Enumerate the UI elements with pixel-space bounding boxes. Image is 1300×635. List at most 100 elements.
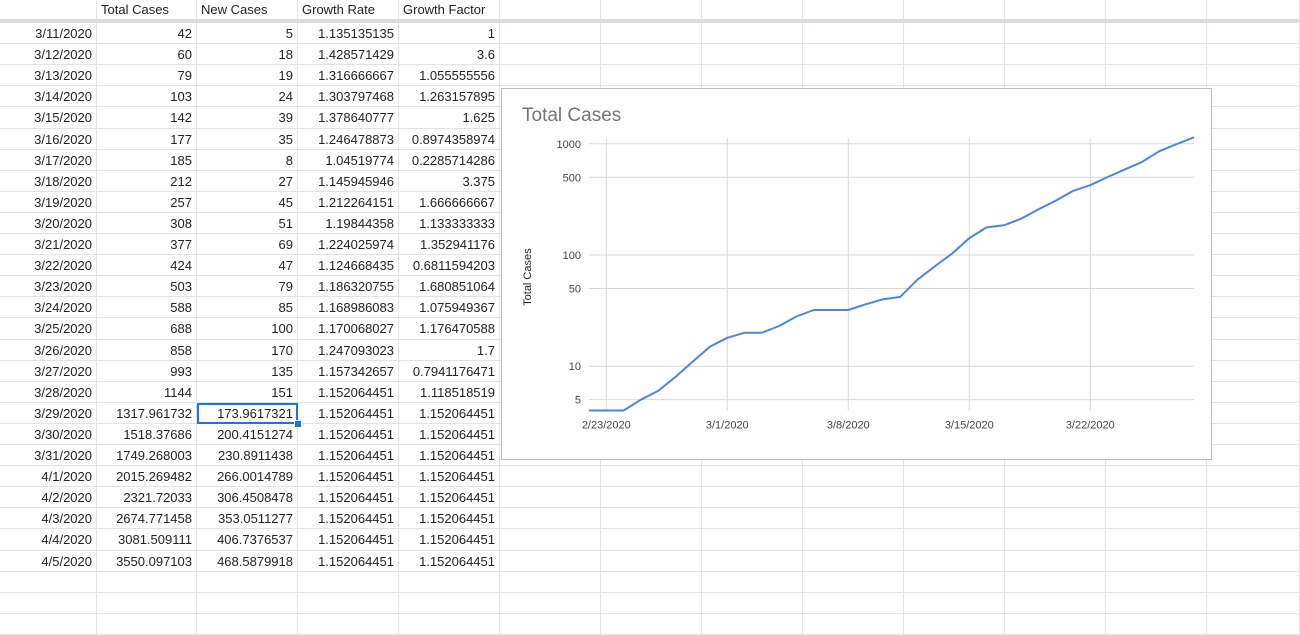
cell-growth-factor[interactable]: 0.8974358974 — [399, 129, 500, 150]
cell-growth-factor[interactable]: 1 — [399, 23, 500, 44]
cell-empty[interactable] — [601, 551, 702, 572]
cell-empty[interactable] — [1207, 107, 1300, 129]
cell-empty[interactable] — [97, 614, 197, 635]
cell-date[interactable]: 3/15/2020 — [0, 107, 97, 129]
cell-date[interactable]: 3/25/2020 — [0, 318, 97, 340]
header-cell-empty[interactable] — [702, 0, 803, 20]
cell-empty[interactable] — [702, 508, 803, 529]
cell-new-cases[interactable]: 100 — [197, 318, 298, 340]
cell-empty[interactable] — [904, 572, 1005, 593]
cell-empty[interactable] — [500, 466, 601, 487]
cell-total-cases[interactable]: 1317.961732 — [97, 403, 197, 424]
cell-empty[interactable] — [904, 23, 1005, 44]
cell-growth-factor[interactable]: 1.152064451 — [399, 403, 500, 424]
cell-total-cases[interactable]: 308 — [97, 213, 197, 234]
cell-growth-factor[interactable]: 1.625 — [399, 107, 500, 129]
cell-empty[interactable] — [500, 572, 601, 593]
cell-new-cases[interactable]: 353.0511277 — [197, 508, 298, 529]
cell-empty[interactable] — [904, 487, 1005, 508]
header-cell-growth-rate[interactable]: Growth Rate — [298, 0, 399, 20]
cell-growth-factor[interactable]: 1.680851064 — [399, 276, 500, 297]
cell-empty[interactable] — [1207, 551, 1300, 572]
cell-empty[interactable] — [1207, 192, 1300, 213]
cell-empty[interactable] — [904, 593, 1005, 614]
cell-date[interactable]: 3/20/2020 — [0, 213, 97, 234]
cell-empty[interactable] — [803, 572, 904, 593]
cell-empty[interactable] — [1005, 65, 1106, 86]
header-cell-total-cases[interactable]: Total Cases — [97, 0, 197, 20]
cell-empty[interactable] — [1207, 614, 1300, 635]
cell-empty[interactable] — [1106, 593, 1207, 614]
cell-growth-rate[interactable]: 1.152064451 — [298, 529, 399, 551]
cell-new-cases[interactable]: 468.5879918 — [197, 551, 298, 572]
cell-empty[interactable] — [1207, 150, 1300, 171]
cell-growth-rate[interactable]: 1.186320755 — [298, 276, 399, 297]
cell-empty[interactable] — [904, 65, 1005, 86]
cell-total-cases[interactable]: 503 — [97, 276, 197, 297]
cell-empty[interactable] — [500, 593, 601, 614]
cell-empty[interactable] — [500, 614, 601, 635]
cell-empty[interactable] — [1207, 213, 1300, 234]
header-cell-empty[interactable] — [500, 0, 601, 20]
cell-date[interactable]: 3/18/2020 — [0, 171, 97, 192]
cell-empty[interactable] — [1106, 466, 1207, 487]
cell-new-cases[interactable]: 27 — [197, 171, 298, 192]
cell-date[interactable]: 4/2/2020 — [0, 487, 97, 508]
cell-empty[interactable] — [1106, 487, 1207, 508]
cell-empty[interactable] — [601, 614, 702, 635]
cell-empty[interactable] — [0, 593, 97, 614]
cell-total-cases[interactable]: 2321.72033 — [97, 487, 197, 508]
cell-growth-rate[interactable]: 1.168986083 — [298, 297, 399, 318]
cell-empty[interactable] — [702, 529, 803, 551]
cell-empty[interactable] — [0, 614, 97, 635]
cell-total-cases[interactable]: 60 — [97, 44, 197, 65]
cell-growth-factor[interactable]: 1.176470588 — [399, 318, 500, 340]
cell-total-cases[interactable]: 2015.269482 — [97, 466, 197, 487]
header-cell-growth-factor[interactable]: Growth Factor — [399, 0, 500, 20]
cell-empty[interactable] — [1207, 171, 1300, 192]
cell-empty[interactable] — [803, 614, 904, 635]
cell-growth-factor[interactable]: 1.7 — [399, 340, 500, 361]
cell-total-cases[interactable]: 185 — [97, 150, 197, 171]
cell-growth-factor[interactable]: 0.2285714286 — [399, 150, 500, 171]
cell-empty[interactable] — [298, 593, 399, 614]
cell-growth-rate[interactable]: 1.152064451 — [298, 508, 399, 529]
cell-empty[interactable] — [1106, 614, 1207, 635]
cell-empty[interactable] — [97, 593, 197, 614]
cell-date[interactable]: 3/24/2020 — [0, 297, 97, 318]
cell-empty[interactable] — [702, 593, 803, 614]
cell-growth-rate[interactable]: 1.152064451 — [298, 445, 399, 466]
cell-empty[interactable] — [702, 572, 803, 593]
cell-empty[interactable] — [500, 23, 601, 44]
cell-growth-factor[interactable]: 3.375 — [399, 171, 500, 192]
cell-growth-factor[interactable]: 1.152064451 — [399, 487, 500, 508]
cell-empty[interactable] — [904, 44, 1005, 65]
cell-empty[interactable] — [601, 529, 702, 551]
cell-empty[interactable] — [1207, 424, 1300, 445]
cell-new-cases[interactable]: 306.4508478 — [197, 487, 298, 508]
cell-empty[interactable] — [1207, 297, 1300, 318]
cell-growth-rate[interactable]: 1.152064451 — [298, 551, 399, 572]
cell-date[interactable]: 3/31/2020 — [0, 445, 97, 466]
cell-total-cases[interactable]: 858 — [97, 340, 197, 361]
cell-total-cases[interactable]: 257 — [97, 192, 197, 213]
cell-empty[interactable] — [1005, 23, 1106, 44]
cell-new-cases[interactable]: 24 — [197, 86, 298, 107]
cell-growth-factor[interactable]: 1.352941176 — [399, 234, 500, 255]
cell-total-cases[interactable]: 3550.097103 — [97, 551, 197, 572]
cell-empty[interactable] — [702, 551, 803, 572]
cell-date[interactable]: 3/21/2020 — [0, 234, 97, 255]
cell-empty[interactable] — [702, 466, 803, 487]
cell-growth-rate[interactable]: 1.428571429 — [298, 44, 399, 65]
cell-growth-factor[interactable]: 1.075949367 — [399, 297, 500, 318]
cell-empty[interactable] — [1207, 487, 1300, 508]
cell-total-cases[interactable]: 1749.268003 — [97, 445, 197, 466]
cell-empty[interactable] — [399, 572, 500, 593]
cell-growth-rate[interactable]: 1.152064451 — [298, 382, 399, 403]
cell-total-cases[interactable]: 424 — [97, 255, 197, 276]
cell-empty[interactable] — [1005, 572, 1106, 593]
cell-empty[interactable] — [500, 487, 601, 508]
cell-growth-factor[interactable]: 1.133333333 — [399, 213, 500, 234]
cell-empty[interactable] — [601, 593, 702, 614]
cell-empty[interactable] — [1207, 529, 1300, 551]
